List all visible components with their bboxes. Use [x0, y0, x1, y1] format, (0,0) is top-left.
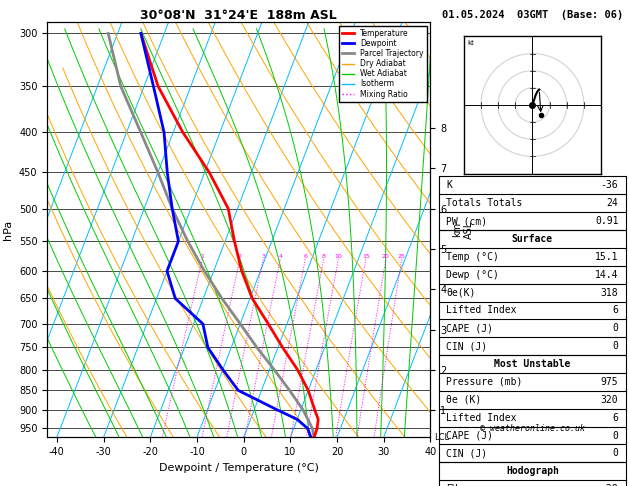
Text: 320: 320	[601, 395, 618, 405]
Text: 3: 3	[261, 254, 265, 260]
Text: 8: 8	[321, 254, 326, 260]
Text: 25: 25	[398, 254, 406, 260]
Text: θe (K): θe (K)	[447, 395, 482, 405]
Text: 24: 24	[606, 198, 618, 208]
Text: 6: 6	[613, 306, 618, 315]
Text: © weatheronline.co.uk: © weatheronline.co.uk	[480, 424, 585, 433]
Text: -36: -36	[601, 180, 618, 191]
Text: 10: 10	[335, 254, 342, 260]
Text: 1: 1	[200, 254, 204, 260]
Title: 30°08'N  31°24'E  188m ASL: 30°08'N 31°24'E 188m ASL	[140, 9, 337, 22]
Text: θe(K): θe(K)	[447, 288, 476, 297]
Text: 0: 0	[613, 449, 618, 458]
Text: -28: -28	[601, 484, 618, 486]
Title: 01.05.2024  03GMT  (Base: 06): 01.05.2024 03GMT (Base: 06)	[442, 10, 623, 20]
Text: Most Unstable: Most Unstable	[494, 359, 571, 369]
Legend: Temperature, Dewpoint, Parcel Trajectory, Dry Adiabat, Wet Adiabat, Isotherm, Mi: Temperature, Dewpoint, Parcel Trajectory…	[340, 26, 426, 102]
Text: 14.4: 14.4	[595, 270, 618, 280]
Text: 318: 318	[601, 288, 618, 297]
Text: Pressure (mb): Pressure (mb)	[447, 377, 523, 387]
Text: Surface: Surface	[512, 234, 553, 244]
Text: 15: 15	[362, 254, 370, 260]
Text: PW (cm): PW (cm)	[447, 216, 487, 226]
Text: 0: 0	[613, 323, 618, 333]
Text: 6: 6	[303, 254, 307, 260]
Text: CIN (J): CIN (J)	[447, 449, 487, 458]
Text: CIN (J): CIN (J)	[447, 341, 487, 351]
Text: Hodograph: Hodograph	[506, 466, 559, 476]
Text: LCL: LCL	[435, 433, 450, 442]
Text: Temp (°C): Temp (°C)	[447, 252, 499, 262]
Text: CAPE (J): CAPE (J)	[447, 323, 493, 333]
Text: Dewp (°C): Dewp (°C)	[447, 270, 499, 280]
Text: Lifted Index: Lifted Index	[447, 413, 517, 423]
Text: 0.91: 0.91	[595, 216, 618, 226]
Text: Lifted Index: Lifted Index	[447, 306, 517, 315]
Text: 2: 2	[238, 254, 242, 260]
Text: 0: 0	[613, 431, 618, 440]
Y-axis label: km
ASL: km ASL	[452, 221, 474, 239]
Text: EH: EH	[447, 484, 458, 486]
X-axis label: Dewpoint / Temperature (°C): Dewpoint / Temperature (°C)	[159, 463, 319, 473]
Text: 0: 0	[613, 341, 618, 351]
Text: 6: 6	[613, 413, 618, 423]
Text: K: K	[447, 180, 452, 191]
Text: 975: 975	[601, 377, 618, 387]
Y-axis label: hPa: hPa	[3, 220, 13, 240]
Text: 4: 4	[278, 254, 282, 260]
Text: 20: 20	[382, 254, 390, 260]
Text: CAPE (J): CAPE (J)	[447, 431, 493, 440]
Text: Totals Totals: Totals Totals	[447, 198, 523, 208]
Text: 15.1: 15.1	[595, 252, 618, 262]
